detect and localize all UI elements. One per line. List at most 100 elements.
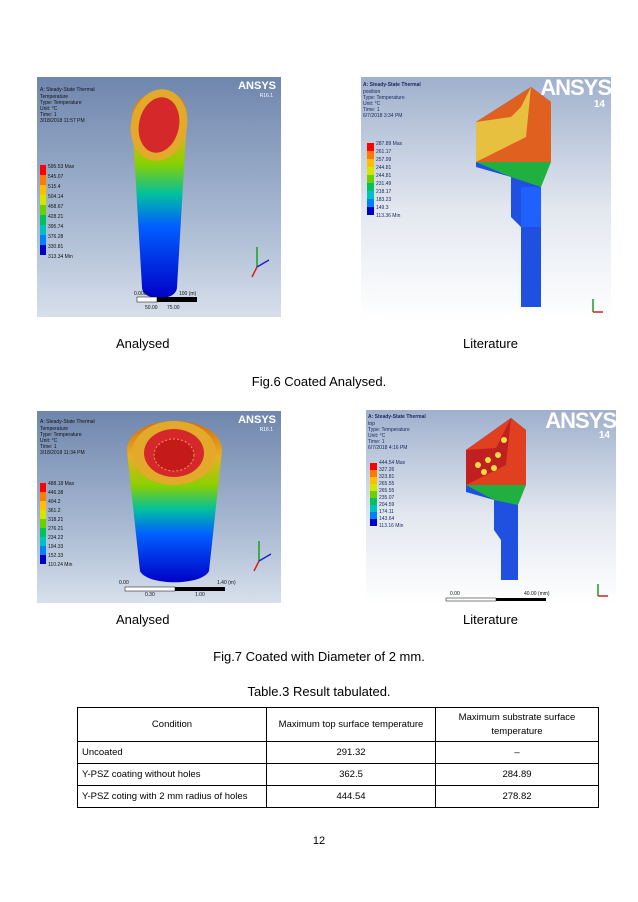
- legend-value: 143.64: [379, 516, 395, 522]
- legend-value: 318.21: [48, 517, 64, 523]
- legend-value: 545.07: [48, 174, 64, 180]
- ansys-logo: ANSYS: [238, 80, 276, 92]
- legend-value: 244.81: [376, 173, 392, 179]
- panel-line: Type: Temperature: [40, 100, 82, 106]
- color-legend: 444.54 Max 327.26 323.81 265.55 265.55 2…: [370, 460, 406, 530]
- legend-value: 327.26: [379, 467, 395, 473]
- panel-line: Type: Temperature: [368, 427, 410, 433]
- legend-value: 265.55: [379, 488, 395, 494]
- table-cell: Y-PSZ coating without holes: [77, 763, 267, 786]
- panel-line: Time: 1: [40, 444, 57, 450]
- fig7-left-label: Analysed: [116, 612, 170, 627]
- scale-label: 0.00: [450, 591, 460, 597]
- table-cell: 278.82: [435, 785, 599, 808]
- panel-line: Temperature: [40, 426, 69, 432]
- legend-value: 444.54 Max: [379, 460, 406, 466]
- scale-label: 0.000: [134, 291, 147, 297]
- legend-value: 488.18 Max: [48, 481, 75, 487]
- fig6-literature-image: A: Steady-State Thermal position Type: T…: [361, 77, 611, 320]
- ansys-logo: ANSYS: [540, 77, 611, 100]
- header-cell: Maximum top surface temperature: [266, 707, 436, 742]
- table-cell: 362.5: [266, 763, 436, 786]
- legend-value: 395.74: [48, 224, 64, 230]
- panel-line: Unit: °C: [363, 101, 381, 107]
- table-cell: 444.54: [266, 785, 436, 808]
- legend-value: 257.99: [376, 157, 392, 163]
- legend-value: 276.21: [48, 526, 64, 532]
- legend-value: 110.24 Min: [48, 562, 73, 568]
- fig7-analysed-model: [124, 421, 272, 592]
- table-cell: Uncoated: [77, 741, 267, 764]
- legend-value: 261.17: [376, 149, 392, 155]
- legend-value: 152.33: [48, 553, 64, 559]
- legend-value: 458.67: [48, 204, 64, 210]
- scale-label: 75.00: [167, 305, 180, 311]
- panel-title: A: Steady-State Thermal: [40, 419, 95, 425]
- legend-value: 515.4: [48, 184, 61, 190]
- fig7-literature-image: A: Steady-State Thermal top Type: Temper…: [366, 410, 616, 604]
- panel-line: Type: Temperature: [40, 432, 82, 438]
- table-row: Uncoated 291.32 –: [77, 741, 599, 764]
- header-cell: Maximum substrate surface temperature: [435, 707, 599, 742]
- panel-line: Unit: °C: [40, 106, 58, 112]
- ansys-version: 14: [593, 99, 605, 110]
- table-caption: Table.3 Result tabulated.: [247, 684, 391, 699]
- panel-line: 3/18/2018 11:57 PM: [40, 118, 85, 124]
- panel-line: 6/7/2018 4:16 PM: [368, 445, 408, 451]
- panel-line: top: [368, 421, 375, 427]
- panel-line: 3/18/2018 11:34 PM: [40, 450, 85, 456]
- legend-value: 218.17: [376, 189, 392, 195]
- panel-line: Type: Temperature: [363, 95, 405, 101]
- table-row: Y-PSZ coating without holes 362.5 284.89: [77, 763, 599, 786]
- color-legend: 287.89 Max 261.17 257.99 244.81 244.81 2…: [367, 141, 403, 220]
- scale-label: 0.30: [145, 592, 155, 598]
- table-cell: –: [435, 741, 599, 764]
- legend-value: 265.55: [379, 481, 395, 487]
- fig6-caption: Fig.6 Coated Analysed.: [251, 374, 387, 389]
- legend-value: 204.59: [379, 502, 395, 508]
- legend-value: 595.53 Max: [48, 164, 75, 170]
- scale-label: 1.40 (m): [217, 580, 236, 586]
- ansys-logo: ANSYS: [238, 414, 276, 426]
- legend-value: 287.89 Max: [376, 141, 403, 147]
- legend-value: 149.3: [376, 205, 389, 211]
- legend-value: 376.28: [48, 234, 64, 240]
- legend-value: 235.07: [379, 495, 395, 501]
- scale-label: 40.00 (mm): [524, 591, 550, 597]
- panel-line: Time: 1: [363, 107, 380, 113]
- fig6-analysed-model: [130, 89, 270, 303]
- panel-line: Unit: °C: [40, 438, 58, 444]
- fig7-analysed-image: A: Steady-State Thermal Temperature Type…: [37, 411, 281, 603]
- table-cell: 291.32: [266, 741, 436, 764]
- fig6-left-label: Analysed: [116, 336, 170, 351]
- ansys-logo: ANSYS: [545, 410, 616, 433]
- scale-label: 50.00: [145, 305, 158, 311]
- fig6-analysed-image: A: Steady-State Thermal Temperature Type…: [37, 77, 281, 317]
- result-table: Condition Maximum top surface temperatur…: [77, 707, 599, 808]
- panel-line: Time: 1: [40, 112, 57, 118]
- legend-value: 234.22: [48, 535, 64, 541]
- panel-line: position: [363, 89, 381, 95]
- ansys-version: R16.1: [259, 427, 273, 433]
- panel-title: A: Steady-State Thermal: [40, 87, 95, 93]
- color-legend: 488.18 Max 446.38 404.2 361.2 318.21 276…: [40, 481, 75, 570]
- legend-value: 504.14: [48, 194, 64, 200]
- legend-value: 313.34 Min: [48, 254, 73, 260]
- color-legend: 595.53 Max 545.07 515.4 504.14 458.67 42…: [40, 164, 75, 262]
- panel-title: A: Steady-State Thermal: [363, 82, 421, 88]
- legend-value: 174.11: [379, 509, 394, 515]
- fig7-caption: Fig.7 Coated with Diameter of 2 mm.: [213, 649, 425, 664]
- fig6-right-label: Literature: [463, 336, 518, 351]
- ansys-version: 14: [598, 430, 610, 441]
- scale-label: 1.00: [195, 592, 205, 598]
- scale-label: 100 (m): [179, 291, 197, 297]
- scale-label: 0.00: [119, 580, 129, 586]
- fig6-literature-model: [476, 87, 603, 313]
- legend-value: 113.36 Min: [376, 213, 401, 219]
- legend-value: 113.16 Min: [379, 523, 404, 529]
- legend-value: 323.81: [379, 474, 395, 480]
- ansys-version: R16.1: [259, 93, 273, 99]
- panel-line: Temperature: [40, 94, 69, 100]
- panel-line: 6/7/2018 3:34 PM: [363, 113, 403, 119]
- legend-value: 404.2: [48, 499, 61, 505]
